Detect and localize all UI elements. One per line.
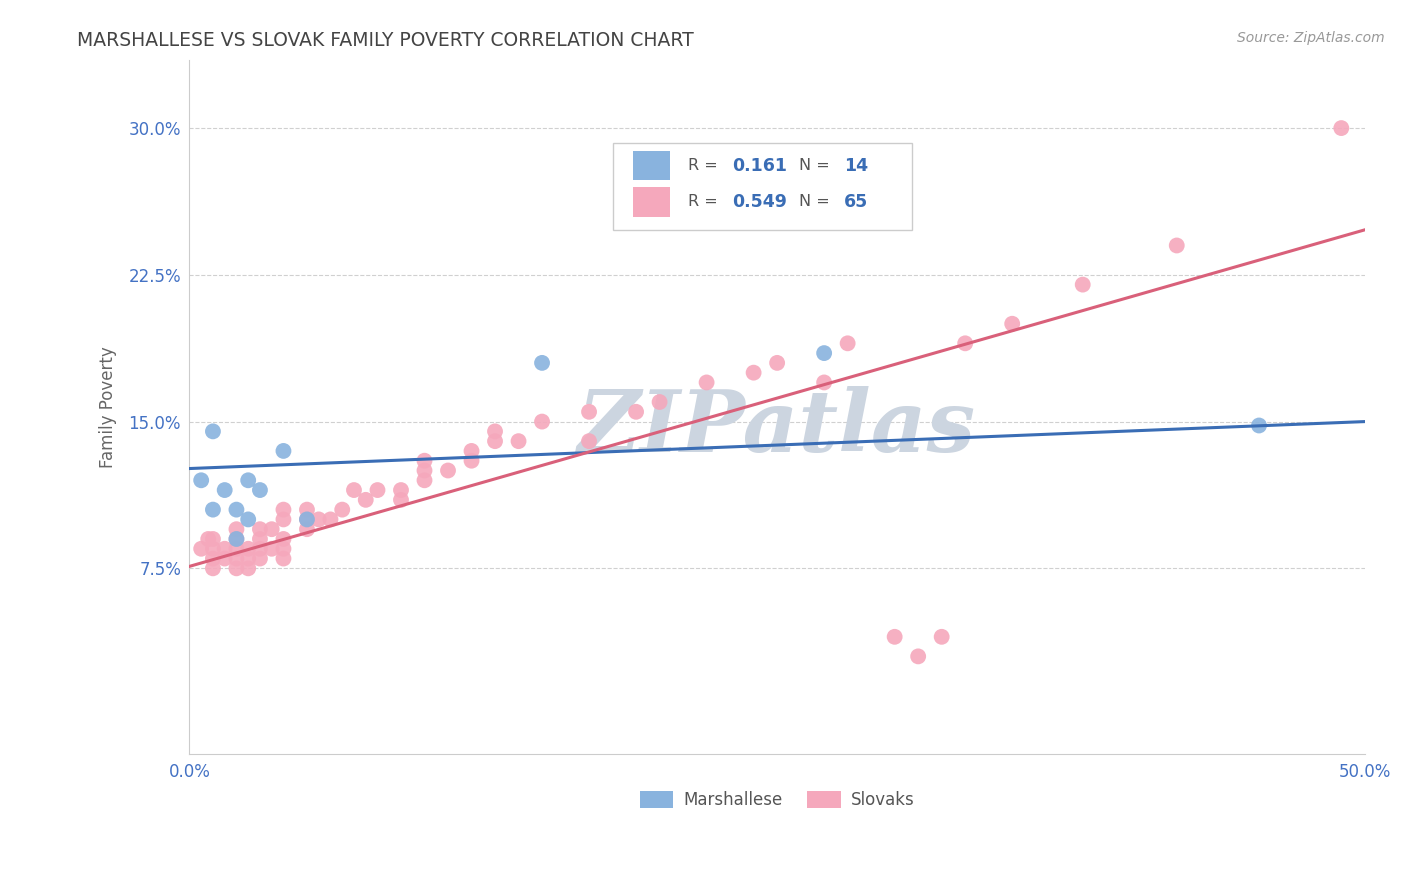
Point: [201, 541, 224, 556]
Text: 65: 65: [844, 193, 869, 211]
Point: [1001, 317, 1024, 331]
Text: R =: R =: [688, 194, 717, 210]
Point: [225, 532, 247, 546]
Point: [295, 502, 318, 516]
Point: [201, 425, 224, 439]
Point: [308, 512, 330, 526]
Point: [330, 502, 353, 516]
Point: [273, 541, 295, 556]
Point: [260, 541, 283, 556]
Point: [813, 376, 835, 390]
Point: [214, 551, 236, 566]
Point: [260, 522, 283, 536]
Point: [225, 502, 247, 516]
Point: [201, 532, 224, 546]
Point: [578, 434, 600, 449]
Point: [249, 551, 271, 566]
Point: [354, 492, 377, 507]
Point: [1166, 238, 1188, 252]
Point: [413, 463, 436, 477]
Point: [624, 405, 647, 419]
Y-axis label: Family Poverty: Family Poverty: [100, 346, 117, 467]
Point: [883, 630, 905, 644]
Point: [190, 541, 212, 556]
Point: [508, 434, 530, 449]
Point: [225, 541, 247, 556]
Point: [273, 444, 295, 458]
Point: [214, 541, 236, 556]
Point: [201, 551, 224, 566]
Point: [389, 483, 412, 497]
Point: [225, 532, 247, 546]
FancyBboxPatch shape: [613, 143, 912, 230]
Point: [238, 512, 260, 526]
Point: [837, 336, 859, 351]
Point: [273, 551, 295, 566]
Point: [295, 512, 318, 526]
Point: [295, 522, 318, 536]
Point: [273, 502, 295, 516]
Text: Source: ZipAtlas.com: Source: ZipAtlas.com: [1237, 31, 1385, 45]
Point: [389, 492, 412, 507]
Point: [648, 395, 671, 409]
Point: [484, 434, 506, 449]
Point: [214, 483, 236, 497]
Point: [531, 356, 554, 370]
Point: [238, 561, 260, 575]
Text: N =: N =: [800, 159, 830, 173]
Point: [225, 551, 247, 566]
Text: 0.161: 0.161: [733, 157, 787, 175]
Point: [238, 541, 260, 556]
Point: [1330, 121, 1353, 136]
Legend: Marshallese, Slovaks: Marshallese, Slovaks: [633, 784, 921, 815]
Text: 14: 14: [844, 157, 869, 175]
Point: [197, 532, 219, 546]
Point: [953, 336, 976, 351]
Point: [413, 473, 436, 487]
Point: [484, 425, 506, 439]
Point: [931, 630, 953, 644]
Point: [413, 453, 436, 467]
Point: [813, 346, 835, 360]
Point: [201, 561, 224, 575]
Text: 0.549: 0.549: [733, 193, 787, 211]
Point: [696, 376, 718, 390]
Point: [766, 356, 789, 370]
Point: [201, 502, 224, 516]
Point: [460, 444, 482, 458]
Bar: [633, 152, 671, 180]
Point: [273, 532, 295, 546]
Point: [343, 483, 366, 497]
Point: [531, 415, 554, 429]
Point: [437, 463, 460, 477]
Point: [578, 405, 600, 419]
Point: [742, 366, 765, 380]
Bar: [633, 187, 671, 217]
Point: [1071, 277, 1094, 292]
Point: [295, 512, 318, 526]
Point: [225, 522, 247, 536]
Point: [319, 512, 342, 526]
Text: MARSHALLESE VS SLOVAK FAMILY POVERTY CORRELATION CHART: MARSHALLESE VS SLOVAK FAMILY POVERTY COR…: [77, 31, 695, 50]
Point: [273, 512, 295, 526]
Point: [249, 532, 271, 546]
Point: [249, 483, 271, 497]
Point: [460, 453, 482, 467]
Point: [238, 551, 260, 566]
Text: R =: R =: [688, 159, 717, 173]
Point: [1247, 418, 1270, 433]
Point: [225, 561, 247, 575]
Text: ZIPatlas: ZIPatlas: [578, 386, 976, 469]
Point: [366, 483, 388, 497]
Point: [249, 522, 271, 536]
Point: [907, 649, 929, 664]
Point: [190, 473, 212, 487]
Point: [249, 541, 271, 556]
Text: N =: N =: [800, 194, 830, 210]
Point: [238, 473, 260, 487]
